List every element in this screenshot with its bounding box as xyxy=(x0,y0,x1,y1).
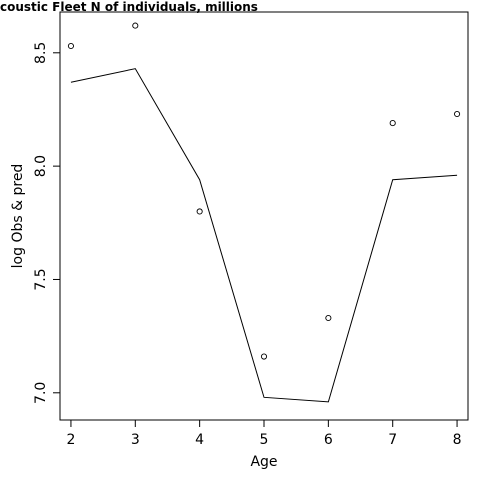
y-tick-label-8.5: 8.5 xyxy=(33,42,49,64)
observed-point-age-2 xyxy=(67,42,74,50)
x-tick-label-6: 6 xyxy=(324,432,333,448)
series-layer xyxy=(67,22,461,403)
x-tick-label-5: 5 xyxy=(260,432,269,448)
x-axis-label: Age xyxy=(250,454,277,470)
observed-point-age-5 xyxy=(260,353,268,360)
observed-point-age-8 xyxy=(454,110,461,118)
y-axis: 7.0 7.5 8.0 8.5 xyxy=(33,42,60,404)
observed-point-age-7 xyxy=(389,120,396,127)
y-tick-label-8: 8.0 xyxy=(33,155,49,177)
y-axis-label: log Obs & pred xyxy=(10,164,26,269)
observed-point-age-6 xyxy=(325,314,332,322)
y-tick-label-7: 7.0 xyxy=(33,382,49,404)
observed-point-age-4 xyxy=(196,208,203,215)
x-tick-label-7: 7 xyxy=(388,432,397,448)
y-tick-label-7.5: 7.5 xyxy=(33,268,49,290)
predicted-line xyxy=(70,68,458,403)
chart-title: coustic Fleet N of individuals, millions xyxy=(0,0,258,14)
x-tick-label-4: 4 xyxy=(195,432,204,448)
x-tick-label-2: 2 xyxy=(66,432,75,448)
x-tick-label-8: 8 xyxy=(453,432,462,448)
x-axis: 2 3 4 5 6 7 8 xyxy=(66,420,462,448)
x-tick-label-3: 3 xyxy=(131,432,140,448)
observed-point-age-3 xyxy=(132,22,139,29)
